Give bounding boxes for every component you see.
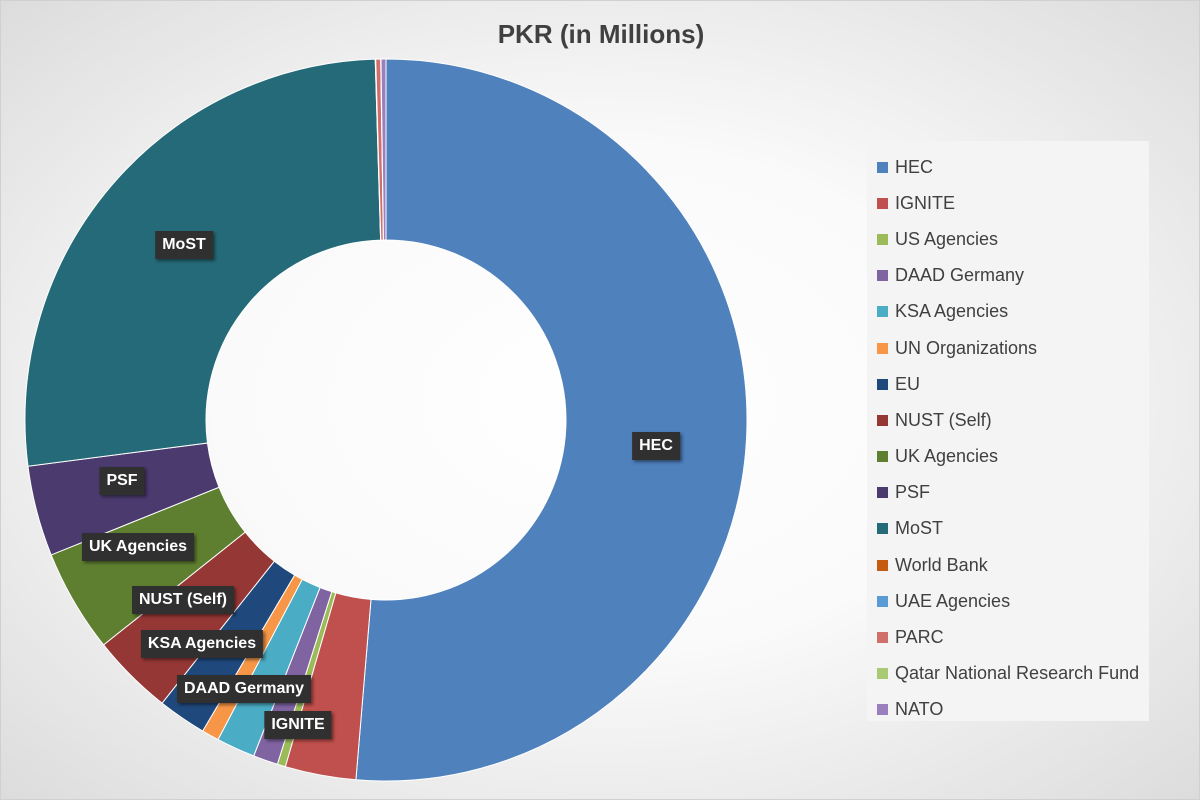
legend-label: NATO [895,699,944,720]
donut-slice-10 [24,58,382,467]
legend-item-13: PARC [867,619,1149,655]
legend-swatch [877,668,888,680]
legend-item-8: UK Agencies [867,439,1149,475]
legend-label: IGNITE [895,192,956,213]
legend-swatch [877,378,888,390]
legend-swatch [877,342,888,354]
data-label-1: IGNITE [264,711,332,739]
legend-item-7: NUST (Self) [867,402,1149,438]
legend-swatch [877,233,888,245]
data-label-0: HEC [632,432,680,460]
legend-label: Qatar National Research Fund [895,663,1140,684]
data-label-8: UK Agencies [81,533,195,561]
legend-swatch [877,595,888,607]
legend-item-2: US Agencies [867,221,1149,257]
legend-swatch [877,414,888,426]
legend-label: PSF [895,482,931,503]
legend-label: World Bank [895,554,988,575]
data-label-9: PSF [99,467,145,495]
legend-swatch [877,523,888,535]
legend-label: KSA Agencies [895,301,1009,322]
legend-swatch [877,487,888,499]
legend-label: US Agencies [895,228,999,249]
legend-item-11: World Bank [867,547,1149,583]
legend-swatch [877,161,888,173]
legend-swatch [877,632,888,644]
legend-swatch [877,306,888,318]
legend-label: HEC [895,156,934,177]
data-label-4: KSA Agencies [140,630,264,658]
legend-item-14: Qatar National Research Fund [867,656,1149,692]
data-label-3: DAAD Germany [176,675,312,703]
legend-item-3: DAAD Germany [867,258,1149,294]
legend-swatch [877,704,888,716]
legend-item-10: MoST [867,511,1149,547]
legend-item-1: IGNITE [867,185,1149,221]
donut-slice-0 [355,58,748,782]
legend-item-0: HEC [867,149,1149,185]
data-label-10: MoST [155,231,213,259]
legend-label: EU [895,373,921,394]
legend-label: UN Organizations [895,337,1038,358]
legend-swatch [877,270,888,282]
donut-slice-15 [380,58,387,241]
legend-label: NUST (Self) [895,409,992,430]
legend: HEC IGNITE US Agencies DAAD Germany KSA Agen… [867,141,1149,721]
legend-swatch [877,197,888,209]
legend-label: UK Agencies [895,446,999,467]
legend-label: PARC [895,627,944,648]
legend-swatch [877,451,888,463]
legend-label: UAE Agencies [895,590,1011,611]
legend-item-12: UAE Agencies [867,583,1149,619]
legend-item-6: EU [867,366,1149,402]
legend-item-15: NATO [867,692,1149,728]
legend-item-5: UN Organizations [867,330,1149,366]
legend-swatch [877,559,888,571]
legend-label: DAAD Germany [895,265,1025,286]
legend-label: MoST [895,518,944,539]
data-label-7: NUST (Self) [132,586,234,614]
legend-item-4: KSA Agencies [867,294,1149,330]
chart-title: PKR (in Millions) [497,19,705,49]
legend-item-9: PSF [867,475,1149,511]
